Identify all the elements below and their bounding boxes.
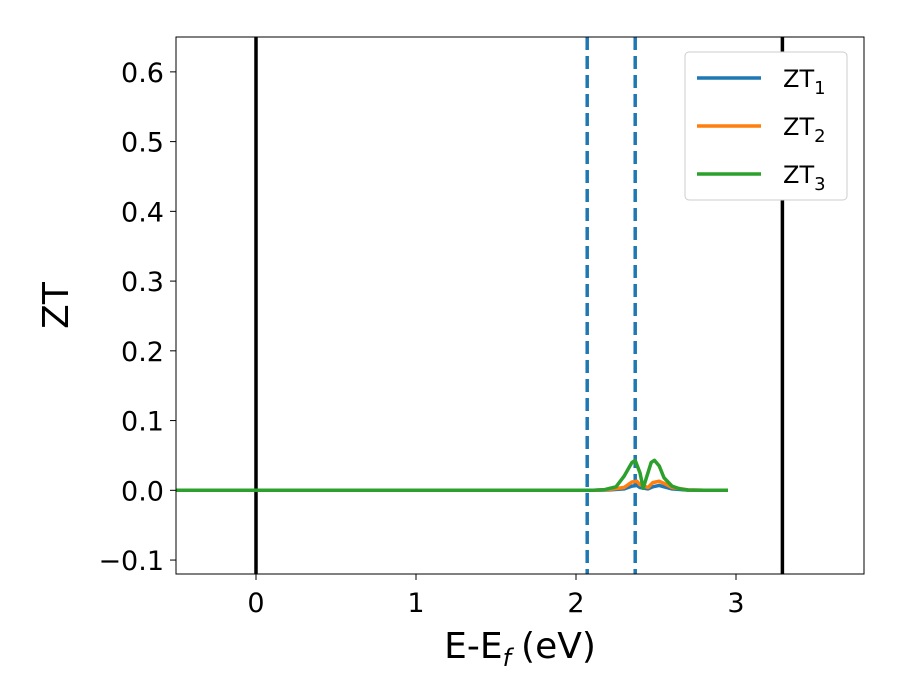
y-tick-label-0: −0.1 (98, 546, 164, 577)
y-axis-ticks: −0.1 0.0 0.1 0.2 0.3 0.4 0.5 0.6 (98, 58, 176, 577)
legend-label-3: ZT3 (783, 161, 826, 195)
legend: ZT1 ZT2 ZT3 (684, 51, 848, 201)
y-tick-label-4: 0.3 (121, 267, 164, 298)
y-tick-label-1: 0.0 (121, 476, 164, 507)
x-tick-label-0: 0 (247, 588, 264, 619)
x-axis-ticks: 0 1 2 3 (247, 574, 745, 619)
x-tick-label-1: 1 (407, 588, 424, 619)
x-axis-label-main: E-E (444, 626, 502, 667)
y-tick-label-7: 0.6 (121, 58, 164, 89)
x-tick-label-2: 2 (567, 588, 584, 619)
legend-label-2: ZT2 (783, 113, 826, 147)
x-axis-label: E-Ef (eV) (444, 626, 596, 672)
legend-label-1: ZT1 (783, 65, 826, 99)
y-tick-label-3: 0.2 (121, 337, 164, 368)
series-lines (176, 458, 728, 493)
y-tick-label-5: 0.4 (121, 197, 164, 228)
y-tick-label-2: 0.1 (121, 407, 164, 438)
y-tick-label-6: 0.5 (121, 128, 164, 159)
x-tick-label-3: 3 (727, 588, 744, 619)
x-axis-label-unit: (eV) (521, 626, 596, 667)
plot-frame (175, 36, 865, 575)
series-line-3 (176, 458, 728, 493)
y-axis-label: ZT (36, 281, 77, 329)
x-axis-label-sub: f (503, 644, 515, 672)
legend-box (684, 51, 848, 201)
